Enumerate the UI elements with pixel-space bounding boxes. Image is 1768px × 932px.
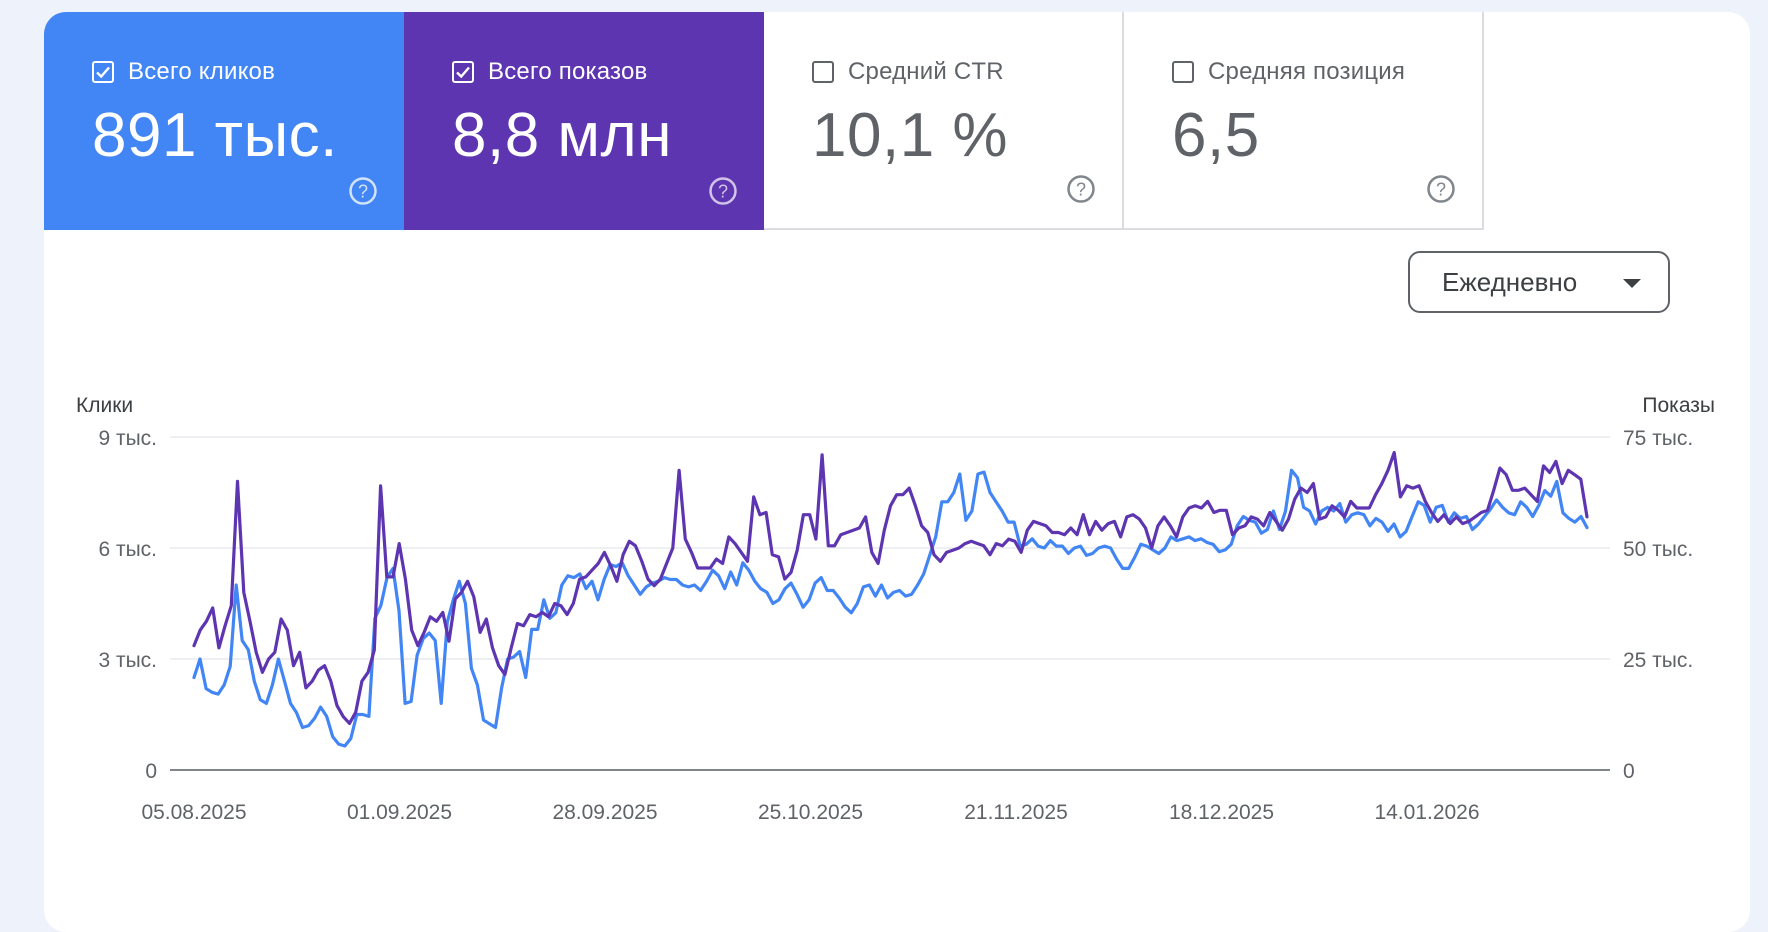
metric-tile-header: Средняя позиция — [1172, 58, 1482, 86]
x-tick-label: 14.01.2026 — [1374, 801, 1479, 824]
impressions-series-line — [192, 450, 1589, 726]
metric-value: 8,8 млн — [452, 101, 672, 170]
left-tick-label: 9 тыс. — [98, 427, 157, 450]
metric-tile-impressions[interactable]: Всего показов 8,8 млн ? — [404, 12, 764, 230]
performance-card: Всего кликов 891 тыс. ? Всего показов 8,… — [44, 12, 1750, 932]
metric-tiles: Всего кликов 891 тыс. ? Всего показов 8,… — [44, 12, 1484, 230]
chart-grid — [170, 436, 1610, 771]
x-tick-label: 28.09.2025 — [552, 801, 657, 824]
help-icon[interactable]: ? — [1426, 174, 1456, 204]
svg-text:?: ? — [358, 182, 368, 202]
checkbox-checked-icon[interactable] — [452, 61, 474, 83]
checkbox-unchecked-icon[interactable] — [1172, 61, 1194, 83]
right-axis-title: Показы — [1642, 394, 1715, 417]
metric-tile-position[interactable]: Средняя позиция 6,5 ? — [1124, 12, 1484, 230]
right-tick-label: 25 тыс. — [1623, 649, 1693, 672]
x-tick-label: 18.12.2025 — [1169, 801, 1274, 824]
granularity-value: Ежедневно — [1442, 266, 1578, 297]
metric-label: Средний CTR — [848, 58, 1004, 85]
help-icon[interactable]: ? — [708, 176, 738, 206]
granularity-dropdown[interactable]: Ежедневно — [1408, 251, 1670, 313]
x-axis-ticks: 05.08.2025 01.09.2025 28.09.2025 25.10.2025… — [141, 801, 1479, 824]
help-icon[interactable]: ? — [1066, 174, 1096, 204]
checkbox-unchecked-icon[interactable] — [812, 61, 834, 83]
caret-down-icon — [1623, 279, 1641, 288]
chart-lines — [192, 450, 1589, 748]
right-tick-label: 50 тыс. — [1623, 538, 1693, 561]
right-axis-ticks: 75 тыс. 50 тыс. 25 тыс. 0 — [1623, 427, 1693, 783]
svg-text:?: ? — [718, 182, 728, 202]
right-tick-label: 75 тыс. — [1623, 427, 1693, 450]
left-tick-label: 0 — [145, 760, 157, 783]
metric-value: 10,1 % — [812, 101, 1009, 170]
metric-tile-header: Всего кликов — [92, 58, 404, 86]
metric-label: Средняя позиция — [1208, 58, 1406, 85]
metric-label: Всего кликов — [128, 58, 276, 85]
metric-value: 891 тыс. — [92, 101, 338, 170]
metric-label: Всего показов — [488, 58, 648, 85]
metric-tile-ctr[interactable]: Средний CTR 10,1 % ? — [764, 12, 1124, 230]
checkbox-checked-icon[interactable] — [92, 61, 114, 83]
left-tick-label: 6 тыс. — [98, 538, 157, 561]
right-tick-label: 0 — [1623, 760, 1635, 783]
left-axis-ticks: 9 тыс. 6 тыс. 3 тыс. 0 — [98, 427, 157, 783]
x-tick-label: 05.08.2025 — [141, 801, 246, 824]
x-tick-label: 25.10.2025 — [758, 801, 863, 824]
metric-tile-clicks[interactable]: Всего кликов 891 тыс. ? — [44, 12, 404, 230]
svg-text:?: ? — [1436, 180, 1446, 200]
left-axis-title: Клики — [76, 394, 133, 417]
x-tick-label: 01.09.2025 — [347, 801, 452, 824]
metric-tile-header: Всего показов — [452, 58, 764, 86]
left-tick-label: 3 тыс. — [98, 649, 157, 672]
clicks-series-line — [192, 468, 1589, 748]
metric-value: 6,5 — [1172, 101, 1260, 170]
metric-tile-header: Средний CTR — [812, 58, 1122, 86]
x-tick-label: 21.11.2025 — [964, 801, 1068, 824]
svg-text:?: ? — [1076, 180, 1086, 200]
help-icon[interactable]: ? — [348, 176, 378, 206]
